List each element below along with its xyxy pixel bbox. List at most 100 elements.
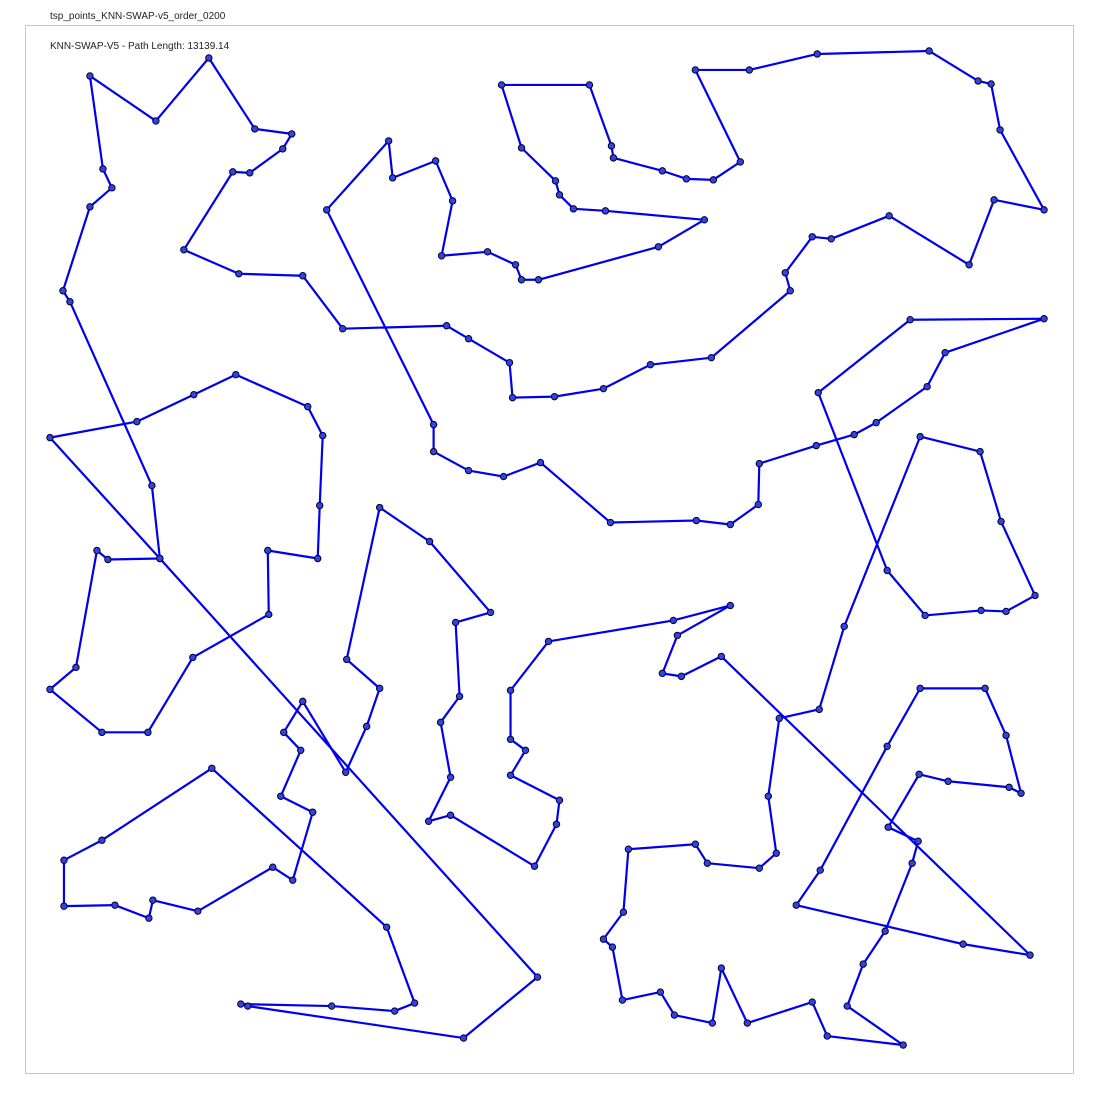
city-point — [916, 684, 924, 693]
city-point — [816, 866, 824, 874]
route-segment — [621, 990, 662, 1002]
route-segment — [325, 139, 390, 211]
city-point — [194, 907, 202, 915]
city-point — [299, 697, 307, 706]
route-segment — [467, 337, 511, 364]
route-segment — [467, 469, 505, 478]
city-point — [775, 714, 783, 723]
route-segment — [391, 159, 437, 179]
route-segment — [944, 317, 1046, 354]
city-point — [755, 864, 763, 872]
route-segment — [826, 1034, 905, 1047]
route-segment — [88, 186, 114, 208]
route-segment — [509, 640, 550, 692]
route-segment — [748, 52, 819, 72]
route-segment — [88, 74, 157, 123]
route-segment — [947, 780, 1011, 789]
route-segment — [588, 83, 613, 147]
route-segment — [439, 695, 461, 724]
route-segment — [301, 700, 347, 774]
city-point — [180, 246, 188, 254]
route-segment — [627, 843, 697, 851]
route-segment — [237, 272, 304, 277]
city-point — [442, 322, 451, 330]
route-segment — [843, 435, 922, 628]
route-segment — [378, 506, 431, 543]
route-segment — [712, 160, 742, 181]
city-point — [384, 137, 393, 145]
route-segment — [454, 621, 461, 698]
route-segment — [271, 866, 294, 882]
city-point — [654, 243, 663, 251]
route-segment — [612, 156, 664, 172]
city-point — [455, 692, 464, 701]
city-point — [555, 191, 564, 199]
city-point — [505, 358, 514, 367]
city-point — [1040, 206, 1048, 214]
city-point — [190, 390, 198, 399]
city-point — [726, 601, 735, 610]
city-point — [815, 705, 823, 714]
route-segment — [427, 776, 452, 823]
city-point — [981, 684, 989, 693]
city-point — [682, 175, 691, 183]
city-point — [606, 518, 615, 527]
route-segment — [673, 1013, 714, 1025]
city-point — [700, 216, 709, 224]
route-segment — [978, 450, 1003, 523]
city-point — [437, 252, 446, 260]
city-point — [390, 1007, 399, 1015]
route-segment — [192, 373, 237, 396]
city-point — [921, 611, 929, 620]
route-segment — [649, 356, 713, 366]
route-segment — [795, 904, 965, 946]
route-segment — [924, 609, 983, 617]
route-segment — [146, 656, 194, 734]
city-point — [145, 914, 153, 922]
route-segment — [439, 721, 452, 779]
city-point — [425, 537, 434, 546]
city-point — [104, 555, 112, 564]
route-segment — [537, 245, 660, 281]
route-segment — [816, 49, 931, 56]
city-point — [86, 72, 94, 80]
city-point — [658, 669, 667, 678]
route-segment — [909, 317, 1046, 321]
city-point — [754, 500, 763, 509]
route-segment — [778, 708, 821, 720]
city-point — [46, 685, 54, 694]
route-segment — [657, 218, 706, 248]
route-segment — [445, 324, 470, 340]
city-point — [996, 126, 1004, 134]
route-segment — [239, 1002, 333, 1008]
city-point — [965, 261, 973, 269]
city-point — [914, 837, 922, 845]
route-segment — [555, 799, 561, 826]
route-segment — [720, 967, 749, 1025]
city-point — [208, 764, 216, 772]
city-point — [279, 145, 287, 153]
route-segment — [279, 749, 302, 798]
city-point — [323, 206, 331, 214]
city-point — [149, 896, 157, 904]
city-point — [814, 388, 822, 397]
city-point — [808, 998, 816, 1006]
route-segment — [318, 434, 324, 507]
city-point — [144, 728, 152, 737]
route-segment — [427, 814, 452, 823]
city-point — [607, 142, 616, 150]
city-point — [691, 66, 700, 74]
route-segment — [999, 520, 1037, 597]
route-segment — [330, 1004, 396, 1013]
route-segment — [135, 393, 195, 423]
city-point — [755, 459, 763, 468]
route-segment — [387, 139, 394, 179]
route-segment — [486, 250, 517, 266]
city-point — [656, 988, 665, 996]
city-point — [707, 353, 716, 362]
route-segment — [710, 289, 792, 359]
route-segment — [266, 549, 270, 616]
city-point — [850, 430, 858, 439]
route-segment — [154, 56, 210, 123]
city-point — [264, 546, 272, 555]
